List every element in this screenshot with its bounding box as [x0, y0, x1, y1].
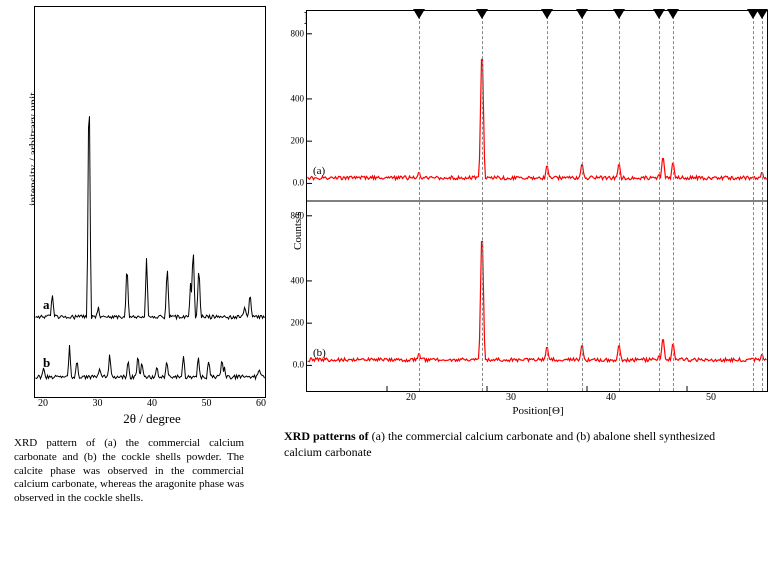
panel-b-xlabel: Position[Θ] [306, 405, 770, 417]
panel-b-trace-label: (a) [313, 165, 325, 177]
peak-marker-icon [576, 9, 588, 19]
panel-b-plot: 0.0200400800(a)0.0200400800(b) [306, 10, 768, 392]
panel-a-xlabel: 2θ / degree [34, 411, 270, 427]
panel-a-caption: XRD pattern of (a) the commercial calciu… [14, 437, 244, 506]
figure-page: A. intensity / arbitrary unit a b 203040… [0, 0, 782, 568]
panel-a-svg [35, 7, 265, 397]
panel-b-trace-label: (b) [313, 347, 326, 359]
panel-a: A. intensity / arbitrary unit a b 203040… [10, 6, 270, 506]
peak-marker-icon [476, 9, 488, 19]
trace-a-label: a [43, 297, 50, 313]
panel-b: B. Counts/s 0.0200400800(a)0.0200400800(… [280, 6, 770, 460]
panel-b-caption: XRD patterns of (a) the commercial calci… [284, 429, 754, 460]
panel-a-plot: a b [34, 6, 266, 398]
peak-marker-icon [413, 9, 425, 19]
panel-b-caption-bold: XRD patterns of [284, 429, 372, 443]
panel-a-xticks: 2030405060 [34, 398, 270, 409]
peak-marker-icon [667, 9, 679, 19]
peak-marker-icon [756, 9, 768, 19]
peak-marker-icon [541, 9, 553, 19]
peak-marker-icon [613, 9, 625, 19]
peak-marker-icon [653, 9, 665, 19]
trace-b-label: b [43, 355, 50, 371]
panel-b-xticks: 20304050 [306, 392, 778, 404]
panel-b-svg [307, 11, 767, 391]
